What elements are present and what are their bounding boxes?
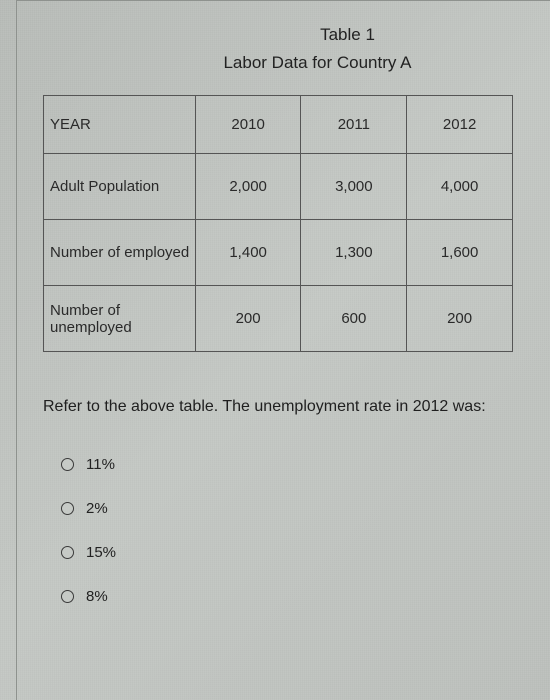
data-cell: 3,000: [301, 154, 407, 220]
header-year-cell: 2012: [407, 96, 513, 154]
radio-icon[interactable]: [61, 590, 74, 603]
data-cell: 1,600: [407, 220, 513, 286]
answer-option[interactable]: 11%: [61, 442, 536, 486]
table-row: Adult Population 2,000 3,000 4,000: [44, 154, 513, 220]
row-label-cell: Number of unemployed: [44, 286, 196, 352]
header-year-cell: 2010: [195, 96, 301, 154]
option-label: 8%: [86, 588, 108, 605]
data-cell: 600: [301, 286, 407, 352]
question-card: Table 1 Labor Data for Country A YEAR 20…: [16, 0, 550, 700]
option-label: 2%: [86, 500, 108, 517]
header-label-cell: YEAR: [44, 96, 196, 154]
option-label: 15%: [86, 544, 116, 561]
table-row: Number of unemployed 200 600 200: [44, 286, 513, 352]
radio-icon[interactable]: [61, 458, 74, 471]
data-cell: 4,000: [407, 154, 513, 220]
table-caption: Labor Data for Country A: [99, 53, 536, 73]
table-row: Number of employed 1,400 1,300 1,600: [44, 220, 513, 286]
answer-option[interactable]: 15%: [61, 530, 536, 574]
radio-icon[interactable]: [61, 546, 74, 559]
option-label: 11%: [86, 456, 115, 473]
data-cell: 1,400: [195, 220, 301, 286]
answer-options: 11% 2% 15% 8%: [61, 442, 536, 618]
row-label-cell: Number of employed: [44, 220, 196, 286]
labor-data-table: YEAR 2010 2011 2012 Adult Population 2,0…: [43, 95, 513, 352]
answer-option[interactable]: 8%: [61, 574, 536, 618]
table-number: Table 1: [159, 25, 536, 45]
question-text: Refer to the above table. The unemployme…: [43, 398, 536, 416]
answer-option[interactable]: 2%: [61, 486, 536, 530]
table-header-row: YEAR 2010 2011 2012: [44, 96, 513, 154]
data-cell: 200: [195, 286, 301, 352]
row-label-cell: Adult Population: [44, 154, 196, 220]
data-cell: 1,300: [301, 220, 407, 286]
data-cell: 2,000: [195, 154, 301, 220]
header-year-cell: 2011: [301, 96, 407, 154]
data-cell: 200: [407, 286, 513, 352]
radio-icon[interactable]: [61, 502, 74, 515]
